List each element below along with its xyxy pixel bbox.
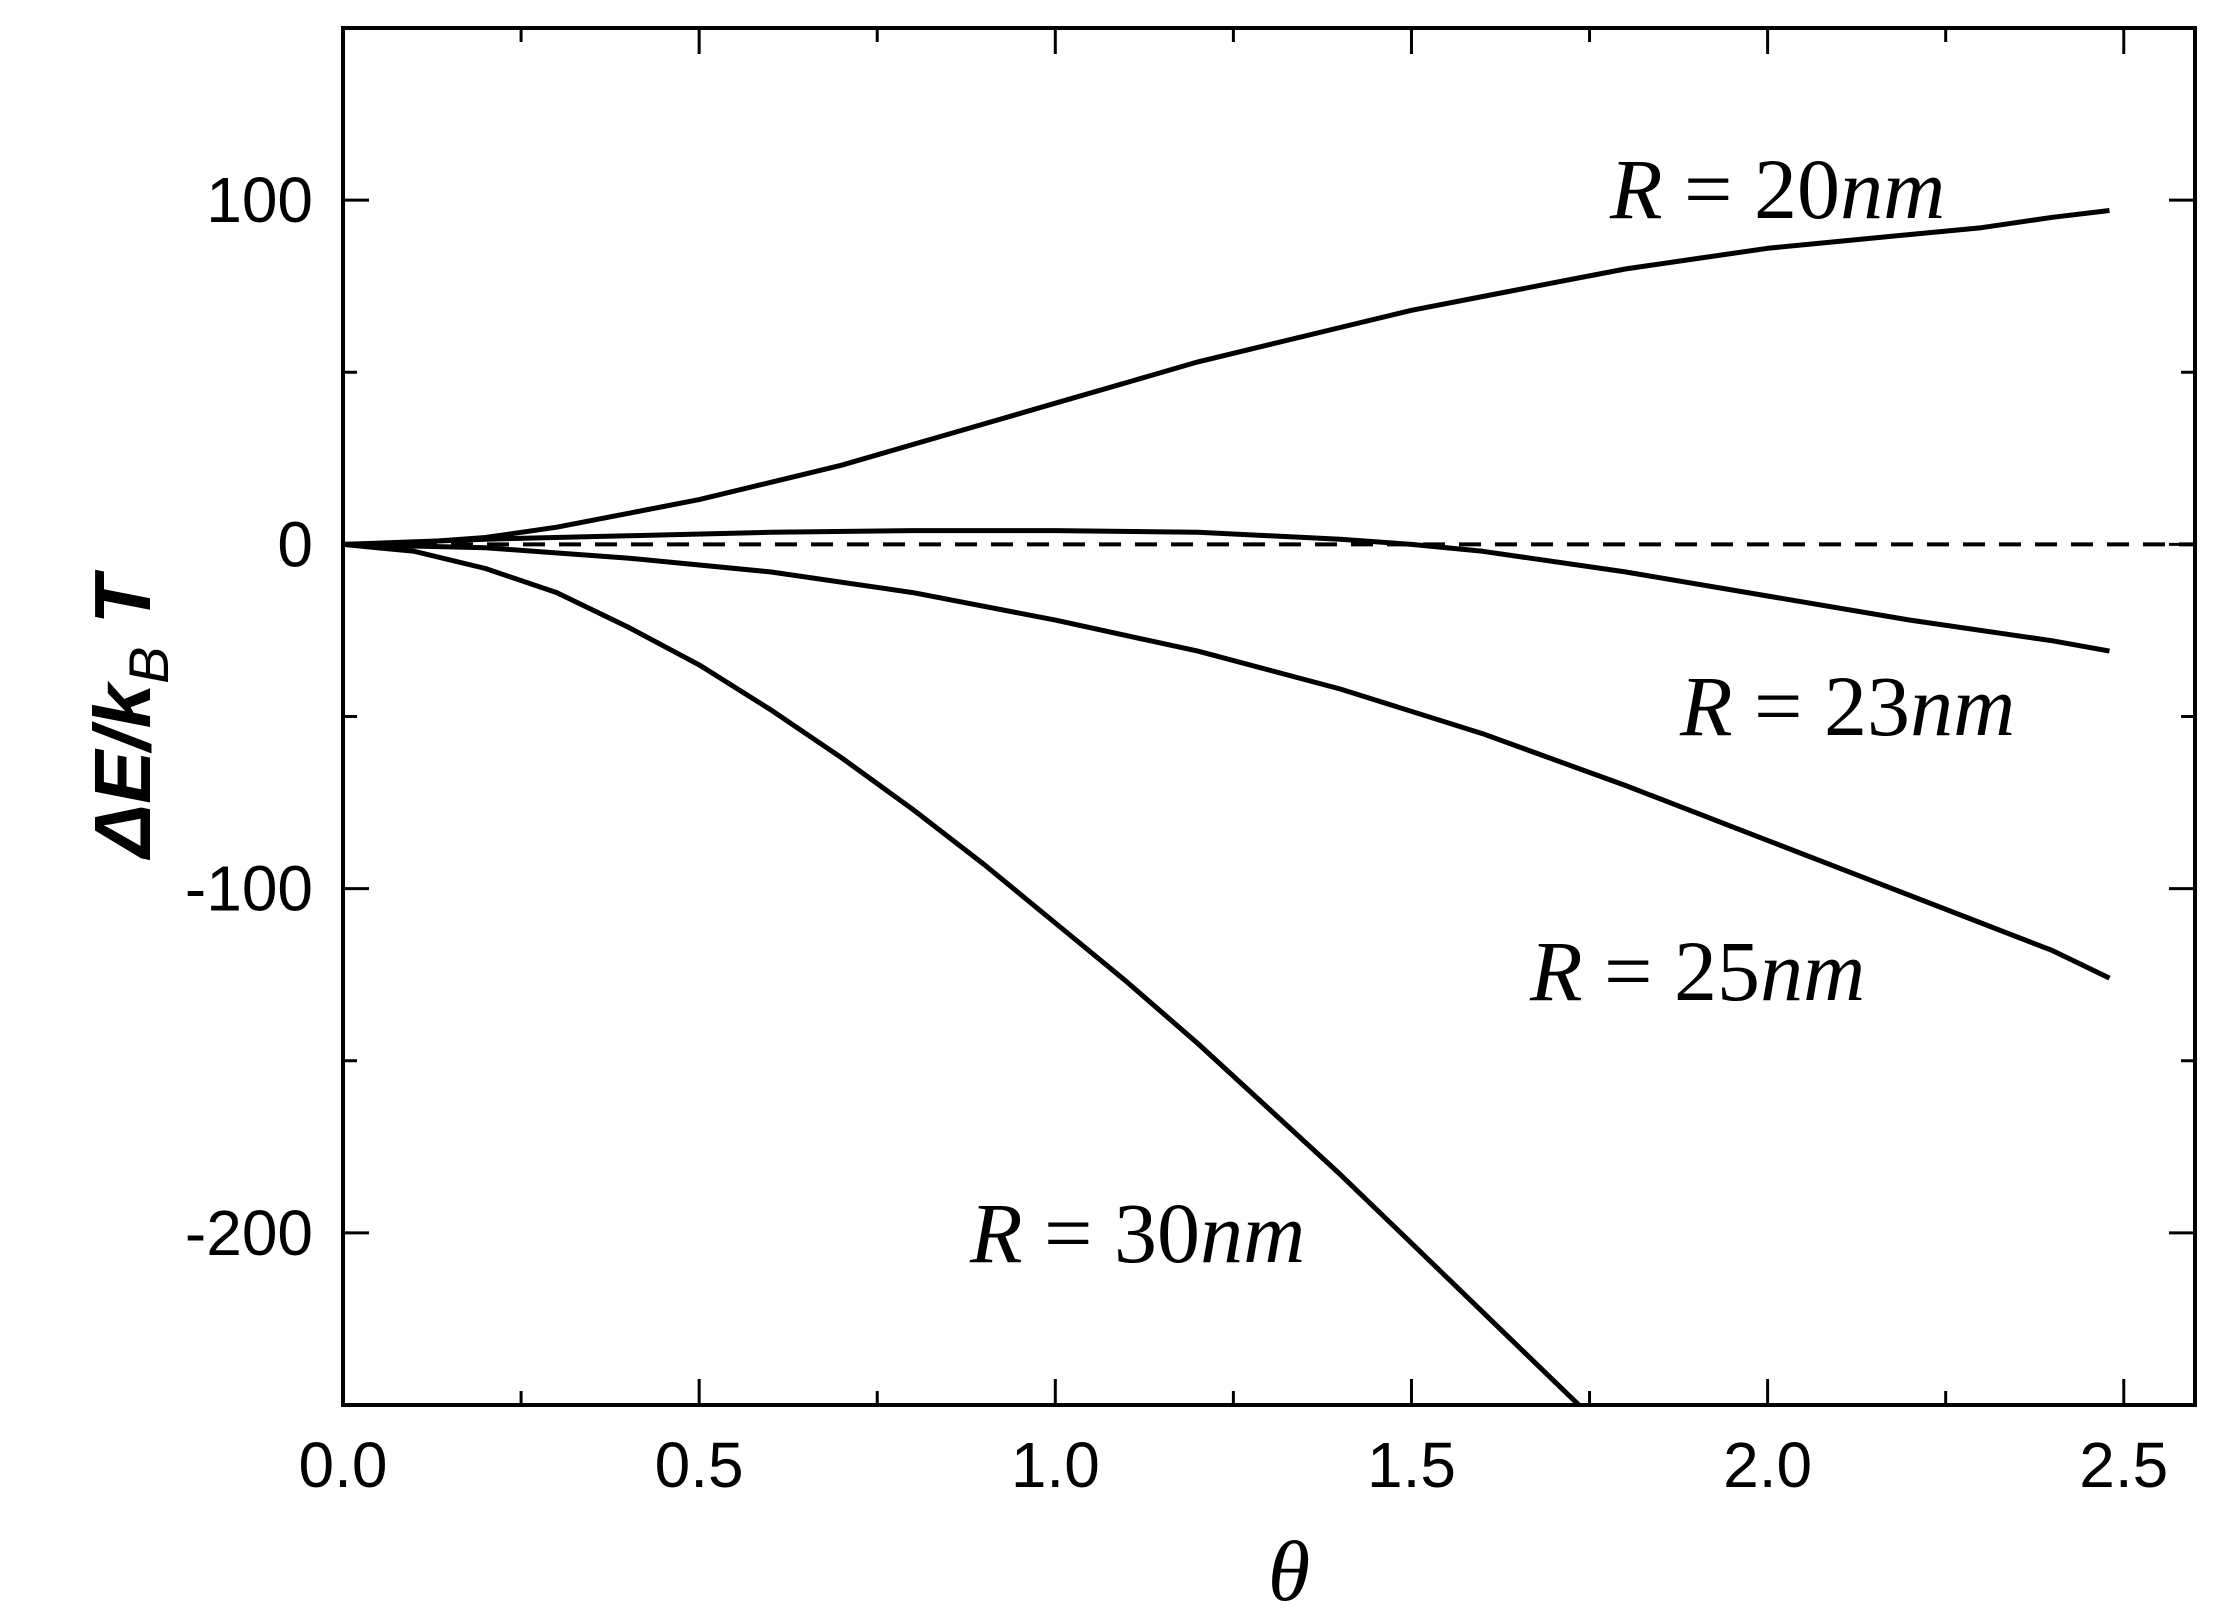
y-tick-label: 0	[277, 508, 313, 580]
series-label-25nm: R = 25nm	[1529, 923, 1865, 1019]
y-tick-label: 100	[206, 164, 313, 236]
x-tick-label: 0.5	[655, 1429, 744, 1501]
series-line-30nm	[343, 541, 1583, 1405]
x-tick-label: 2.0	[1723, 1429, 1812, 1501]
x-tick-label: 0.0	[299, 1429, 388, 1501]
x-tick-label: 1.0	[1011, 1429, 1100, 1501]
y-tick-label: -200	[185, 1197, 313, 1269]
series-line-20nm	[343, 208, 2110, 547]
x-axis-title: θ	[1268, 1523, 1310, 1619]
x-tick-label: 2.5	[2079, 1429, 2168, 1501]
series-label-23nm: R = 23nm	[1679, 658, 2015, 754]
series-line-25nm	[343, 541, 2111, 981]
y-tick-label: -100	[185, 853, 313, 925]
y-axis-title: ΔE/kB T	[78, 569, 180, 860]
series-label-20nm: R = 20nm	[1609, 141, 1945, 237]
series-label-30nm: R = 30nm	[969, 1185, 1305, 1281]
x-tick-label: 1.5	[1367, 1429, 1456, 1501]
svg-text:ΔE/kB T: ΔE/kB T	[78, 569, 180, 860]
series-line-23nm	[343, 528, 2110, 654]
